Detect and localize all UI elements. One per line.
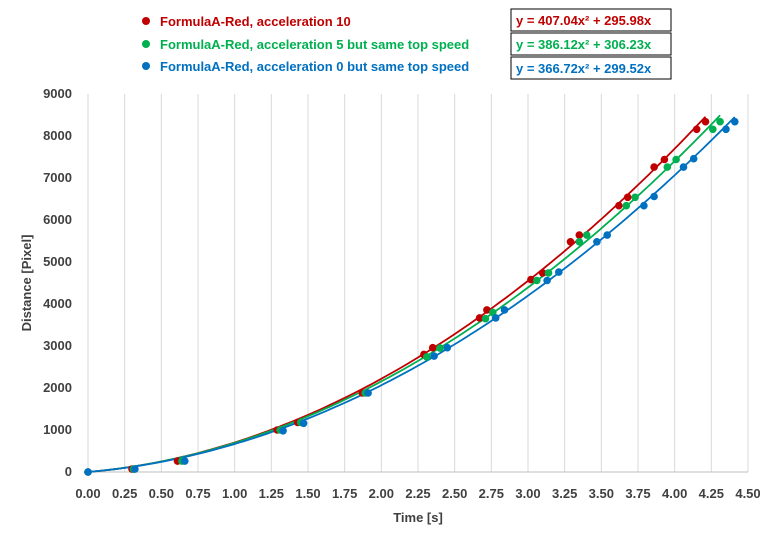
data-point-series-2 (481, 314, 490, 323)
data-point-series-1 (483, 306, 491, 314)
data-point-series-3 (364, 389, 372, 397)
x-tick-label: 1.00 (222, 486, 247, 501)
data-point-series-3 (555, 268, 563, 276)
y-tick-label: 4000 (43, 296, 72, 311)
data-point-series-3 (650, 192, 658, 201)
data-point-series-1 (566, 238, 575, 246)
x-tick-label: 3.75 (625, 486, 650, 501)
y-tick-label: 0 (65, 464, 72, 479)
x-tick-label: 4.25 (699, 486, 724, 501)
y-tick-labels: 0 1000 2000 3000 4000 5000 6000 7000 8000 9000 (43, 86, 72, 479)
x-tick-label: 1.25 (259, 486, 284, 501)
x-tick-label: 4.50 (735, 486, 760, 501)
data-point-series-3 (131, 465, 139, 473)
data-point-series-1 (538, 269, 547, 277)
data-point-series-3 (679, 163, 688, 171)
data-point-series-3 (603, 231, 611, 239)
y-tick-label: 1000 (43, 422, 72, 437)
x-tick-label: 2.00 (369, 486, 394, 501)
data-point-series-2 (544, 269, 553, 277)
legend-marker-series-3 (142, 62, 150, 70)
x-tick-label: 0.75 (185, 486, 210, 501)
data-point-series-3 (640, 201, 648, 210)
data-point-series-1 (623, 193, 632, 202)
trendline-equations: y = 407.04x² + 295.98x y = 386.12x² + 30… (510, 8, 672, 80)
data-point-series-3 (731, 117, 739, 126)
data-point-series-2 (622, 201, 631, 210)
x-tick-label: 0.00 (75, 486, 100, 501)
legend-marker-series-1 (142, 17, 150, 25)
equation-series-1: y = 407.04x² + 295.98x (516, 13, 652, 28)
y-tick-label: 8000 (43, 128, 72, 143)
data-point-series-2 (672, 155, 680, 164)
x-tick-labels: 0.00 0.25 0.50 0.75 1.00 1.25 1.50 1.75 2.00 2.25… (75, 486, 760, 501)
x-tick-label: 1.50 (295, 486, 320, 501)
trendlines (87, 114, 736, 473)
x-tick-label: 3.50 (589, 486, 614, 501)
equation-series-3: y = 366.72x² + 299.52x (516, 61, 652, 76)
y-tick-label: 6000 (43, 212, 72, 227)
x-tick-label: 0.25 (112, 486, 137, 501)
x-tick-label: 4.00 (662, 486, 687, 501)
x-tick-label: 3.00 (515, 486, 540, 501)
equation-box-series-2 (510, 32, 672, 56)
y-tick-label: 5000 (43, 254, 72, 269)
data-point-series-3 (689, 154, 698, 163)
legend: FormulaA-Red, acceleration 10 FormulaA-R… (142, 14, 469, 74)
data-point-series-3 (181, 457, 189, 465)
data-point-series-1 (701, 117, 710, 126)
data-point-series-1 (692, 125, 701, 134)
data-point-series-1 (475, 314, 484, 322)
data-point-series-3 (443, 343, 452, 352)
data-point-series-3 (491, 314, 500, 322)
y-tick-label: 2000 (43, 380, 72, 395)
data-point-series-2 (582, 231, 591, 239)
data-point-series-3 (722, 125, 730, 134)
y-tick-label: 7000 (43, 170, 72, 185)
data-point-series-1 (575, 231, 584, 239)
data-point-series-3 (299, 419, 308, 428)
data-point-series-2 (716, 117, 724, 126)
data-point-series-1 (650, 163, 658, 171)
legend-marker-series-2 (142, 40, 150, 48)
x-axis-title: Time [s] (393, 510, 443, 525)
gridlines (87, 94, 749, 472)
y-tick-label: 3000 (43, 338, 72, 353)
data-point-series-3 (84, 468, 92, 476)
data-point-series-2 (709, 125, 717, 134)
data-point-series-2 (631, 193, 639, 202)
data-point-series-3 (500, 306, 509, 314)
data-point-series-3 (543, 276, 551, 285)
data-point-series-3 (430, 352, 438, 360)
data-point-series-2 (533, 276, 541, 285)
data-point-series-1 (615, 201, 623, 210)
x-tick-label: 0.50 (149, 486, 174, 501)
data-point-series-2 (575, 238, 584, 246)
x-tick-label: 2.75 (479, 486, 504, 501)
data-point-series-2 (423, 353, 431, 361)
data-point-series-3 (279, 427, 287, 435)
x-tick-label: 1.75 (332, 486, 357, 501)
equation-box-series-3 (510, 56, 672, 80)
y-axis-title: Distance [Pixel] (19, 235, 34, 332)
x-tick-label: 2.25 (405, 486, 430, 501)
legend-label-series-1: FormulaA-Red, acceleration 10 (160, 14, 351, 29)
x-tick-label: 3.25 (552, 486, 577, 501)
data-point-series-1 (527, 275, 535, 284)
legend-label-series-2: FormulaA-Red, acceleration 5 but same to… (160, 37, 469, 52)
data-point-series-1 (428, 343, 437, 352)
data-point-series-1 (660, 155, 669, 164)
legend-label-series-3: FormulaA-Red, acceleration 0 but same to… (160, 59, 469, 74)
data-point-series-2 (436, 344, 444, 352)
y-tick-label: 9000 (43, 86, 72, 101)
trendline-series-3 (87, 116, 736, 473)
equation-series-2: y = 386.12x² + 306.23x (516, 37, 652, 52)
data-points (84, 117, 739, 476)
data-point-series-2 (663, 163, 672, 171)
x-tick-label: 2.50 (442, 486, 467, 501)
data-point-series-3 (593, 238, 601, 246)
equation-box-series-1 (510, 8, 672, 32)
